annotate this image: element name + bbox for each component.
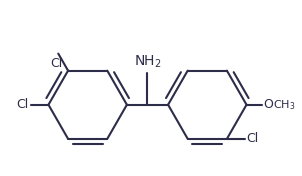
Text: NH$_2$: NH$_2$ xyxy=(134,54,161,70)
Text: Cl: Cl xyxy=(17,98,29,111)
Text: CH$_3$: CH$_3$ xyxy=(273,98,295,112)
Text: O: O xyxy=(263,98,273,111)
Text: Cl: Cl xyxy=(50,56,63,70)
Text: Cl: Cl xyxy=(246,132,259,145)
